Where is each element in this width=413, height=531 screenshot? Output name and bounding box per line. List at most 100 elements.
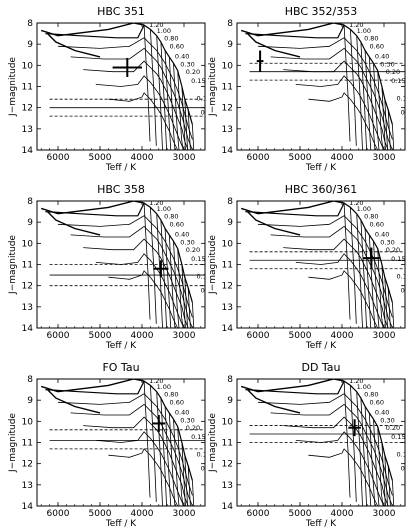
- panel-3: HBC 360/3611.201.000.800.600.400.300.200…: [208, 183, 413, 351]
- y-tick-label: 14: [222, 146, 234, 156]
- y-tick-label: 8: [27, 375, 33, 385]
- x-tick-label: 6000: [247, 153, 270, 163]
- mass-track: [350, 29, 357, 146]
- mass-label: 1.20: [149, 199, 163, 207]
- y-tick-label: 8: [27, 197, 33, 207]
- x-tick-label: 4000: [331, 331, 354, 341]
- mass-label: 0.10: [397, 273, 411, 281]
- isochrone: [257, 215, 393, 318]
- y-tick-label: 12: [222, 282, 233, 292]
- y-tick-label: 13: [222, 125, 233, 135]
- mass-label: 0.60: [370, 399, 384, 407]
- y-tick-label: 9: [227, 396, 233, 406]
- isochrone: [108, 448, 179, 506]
- mass-track: [150, 385, 157, 502]
- mass-label: 0.06: [405, 477, 413, 485]
- y-tick-label: 12: [22, 460, 33, 470]
- panel-1: HBC 352/3531.201.000.800.600.400.300.200…: [208, 5, 406, 173]
- mass-track: [164, 406, 172, 506]
- mass-track: [368, 56, 376, 150]
- mass-label: 0.20: [386, 424, 400, 432]
- x-tick-label: 3000: [173, 153, 196, 163]
- y-tick-label: 14: [22, 146, 34, 156]
- isochrone: [95, 431, 186, 506]
- mass-track: [343, 25, 351, 142]
- x-axis-label: Teff / K: [105, 163, 137, 173]
- x-tick-label: 3000: [373, 509, 396, 519]
- isochrone: [308, 270, 379, 328]
- y-tick-label: 13: [222, 481, 233, 491]
- isochrone: [308, 448, 379, 506]
- tracks: 1.201.000.800.60 0.400.300.200.15 0.10 0.08…: [40, 23, 219, 150]
- mass-label: 0.15: [191, 433, 205, 441]
- x-tick-label: 3000: [373, 331, 396, 341]
- mass-track: [356, 391, 363, 506]
- mass-track: [168, 412, 176, 506]
- y-tick-label: 9: [27, 40, 33, 50]
- mass-track: [192, 480, 195, 506]
- y-tick-label: 9: [227, 218, 233, 228]
- mass-track: [373, 63, 380, 150]
- mass-label: 0.60: [170, 43, 184, 51]
- track-left: [47, 33, 101, 58]
- x-tick-label: 5000: [289, 153, 312, 163]
- mass-label: 0.08: [201, 109, 215, 117]
- mass-label: 0.30: [380, 416, 394, 424]
- mass-label: 0.06: [205, 121, 219, 129]
- y-tick-label: 10: [22, 61, 34, 71]
- mass-track: [184, 455, 189, 506]
- mass-label: 1.20: [149, 377, 163, 385]
- mass-label: 0.08: [401, 287, 413, 295]
- mass-label: 0.60: [370, 43, 384, 51]
- isochrone: [83, 238, 189, 328]
- mass-track: [387, 109, 391, 150]
- mass-track: [392, 302, 395, 328]
- mass-track: [373, 241, 380, 328]
- mass-track: [192, 302, 195, 328]
- isochrone: [245, 202, 393, 303]
- track-left: [47, 211, 101, 236]
- x-tick-label: 4000: [331, 153, 354, 163]
- mass-label: 0.04: [211, 493, 225, 501]
- mass-track: [364, 406, 372, 506]
- x-tick-label: 4000: [131, 153, 154, 163]
- mass-label: 0.30: [180, 416, 194, 424]
- mass-label: 0.06: [205, 477, 219, 485]
- mass-label: 0.20: [386, 246, 400, 254]
- mass-track: [343, 381, 351, 498]
- mass-track: [350, 207, 357, 324]
- y-tick-label: 10: [22, 239, 34, 249]
- x-tick-label: 3000: [173, 509, 196, 519]
- mass-track: [377, 70, 384, 150]
- mass-label: 0.15: [391, 433, 405, 441]
- mass-track: [156, 35, 163, 150]
- mass-label: 1.00: [157, 383, 171, 391]
- isochrone: [295, 75, 386, 150]
- isochrone: [245, 380, 393, 481]
- mass-label: 1.00: [157, 27, 171, 35]
- mass-track: [384, 455, 389, 506]
- isochrone: [57, 393, 193, 496]
- mass-track: [143, 203, 151, 320]
- mass-label: 1.00: [157, 205, 171, 213]
- mass-label: 0.60: [170, 221, 184, 229]
- y-tick-label: 14: [22, 502, 34, 512]
- mass-track: [164, 228, 172, 328]
- panel-4: FO Tau 1.201.000.800.60 0.400.300.200.15 0.…: [8, 361, 225, 529]
- mass-label: 0.30: [380, 238, 394, 246]
- track-left: [247, 33, 301, 58]
- isochrone: [108, 270, 179, 328]
- mass-label: 0.20: [186, 246, 200, 254]
- mass-track: [168, 56, 176, 150]
- y-tick-label: 14: [222, 324, 234, 334]
- mass-track: [360, 398, 368, 506]
- y-tick-label: 11: [22, 439, 33, 449]
- mass-track: [181, 86, 186, 150]
- y-tick-label: 11: [222, 261, 233, 271]
- x-tick-label: 5000: [289, 331, 312, 341]
- isochrone: [283, 238, 389, 328]
- mass-label: 0.40: [175, 53, 189, 61]
- mass-track: [350, 385, 357, 502]
- mass-track: [192, 124, 195, 150]
